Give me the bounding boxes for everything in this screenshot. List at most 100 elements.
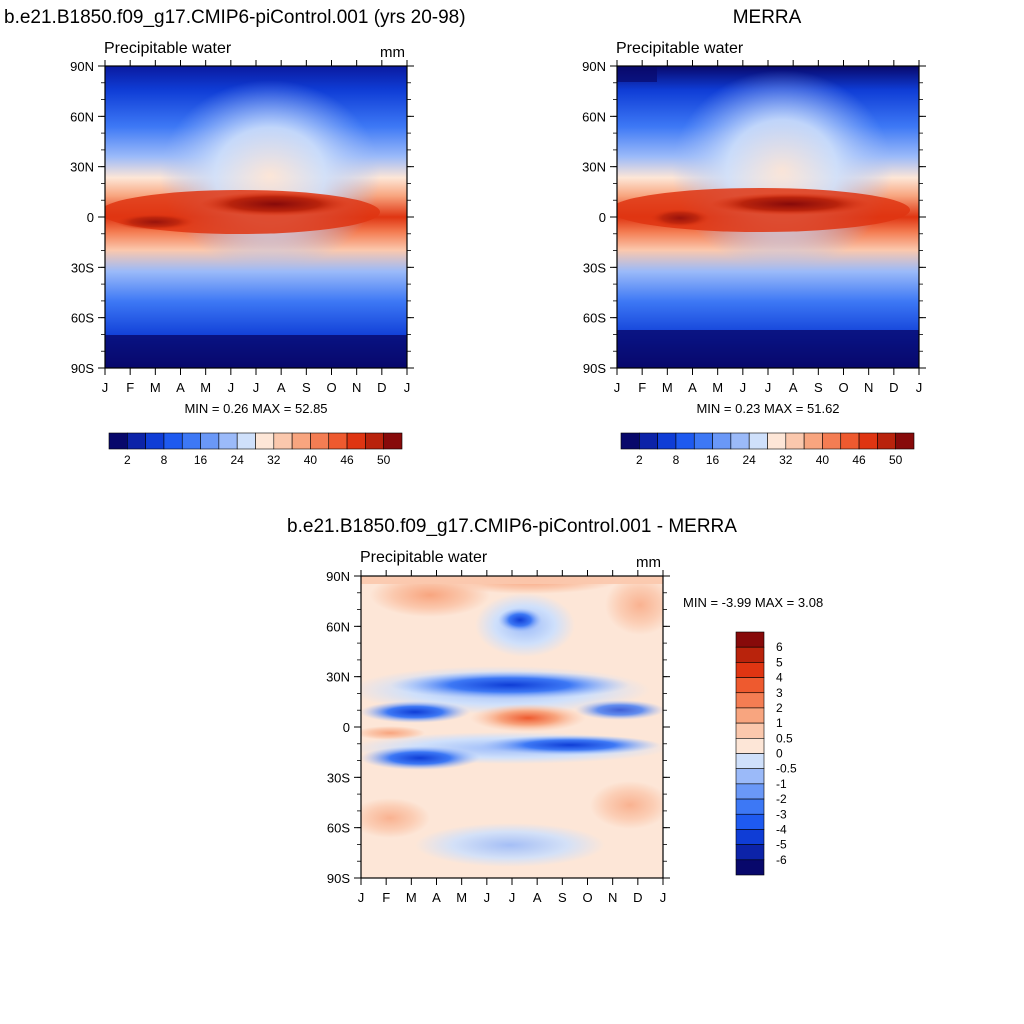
colorbar-swatch xyxy=(822,432,842,450)
colorbar-swatch xyxy=(365,432,384,450)
x-tick-label: M xyxy=(200,380,211,395)
colorbar-label: 0 xyxy=(776,747,783,761)
x-tick-label: A xyxy=(432,890,441,905)
x-tick-label: J xyxy=(660,890,667,905)
colorbar-swatch xyxy=(291,432,311,450)
colorbar-swatch xyxy=(735,677,765,694)
panel-title: b.e21.B1850.f09_g17.CMIP6-piControl.001 … xyxy=(4,7,466,28)
x-tick-label: F xyxy=(638,380,646,395)
colorbar-label: 2 xyxy=(124,453,131,467)
colorbar-label: 3 xyxy=(776,686,783,700)
colorbar-label: 8 xyxy=(673,453,680,467)
colorbar-swatch xyxy=(748,432,768,450)
panel-subtitle: Precipitable water xyxy=(616,40,744,57)
y-tick-label: 90N xyxy=(70,59,94,74)
colorbar-swatch xyxy=(858,432,878,450)
x-tick-label: D xyxy=(889,380,898,395)
colorbar-swatch xyxy=(735,631,765,648)
colorbar-swatch xyxy=(895,432,915,450)
x-tick-label: A xyxy=(533,890,542,905)
panel-subtitle: Precipitable water xyxy=(104,40,232,57)
colorbar-label: 32 xyxy=(779,453,793,467)
colorbar-swatch xyxy=(620,432,640,450)
x-tick-label: N xyxy=(608,890,617,905)
colorbar-swatch xyxy=(735,753,765,769)
y-tick-label: 60S xyxy=(583,311,606,326)
y-tick-label: 30S xyxy=(71,260,94,275)
x-tick-label: D xyxy=(377,380,386,395)
colorbar: 2 8 16 24 32 40 46 50 xyxy=(620,432,915,467)
x-tick-label: N xyxy=(352,380,361,395)
x-tick-label: F xyxy=(126,380,134,395)
x-tick-label: A xyxy=(176,380,185,395)
x-tick-label: D xyxy=(633,890,642,905)
colorbar-label: 50 xyxy=(377,453,391,467)
stats-label: MIN = 0.26 MAX = 52.85 xyxy=(184,401,327,416)
colorbar-label: -0.5 xyxy=(776,762,797,776)
x-tick-label: S xyxy=(302,380,311,395)
colorbar-swatch xyxy=(735,768,765,785)
colorbar-swatch xyxy=(730,432,750,450)
x-tick-label: M xyxy=(150,380,161,395)
y-tick-label: 0 xyxy=(343,720,350,735)
y-tick-label: 60N xyxy=(582,109,606,124)
x-tick-label: O xyxy=(582,890,592,905)
colorbar-label: 40 xyxy=(304,453,318,467)
colorbar-label: 6 xyxy=(776,640,783,654)
y-tick-label: 30N xyxy=(70,160,94,175)
y-tick-label: 30N xyxy=(582,160,606,175)
colorbar-swatch xyxy=(328,432,348,450)
colorbar-label: 2 xyxy=(776,701,783,715)
contour-field xyxy=(617,66,919,368)
y-tick-label: 0 xyxy=(599,210,606,225)
colorbar-swatch xyxy=(735,783,765,800)
x-tick-label: F xyxy=(382,890,390,905)
panel-subtitle: Precipitable water xyxy=(360,549,488,566)
x-tick-label: J xyxy=(102,380,109,395)
colorbar-label: 50 xyxy=(889,453,903,467)
colorbar-swatch xyxy=(383,432,403,450)
colorbar-label: 16 xyxy=(706,453,720,467)
stats-label: MIN = -3.99 MAX = 3.08 xyxy=(683,595,823,610)
colorbar-swatch xyxy=(657,432,677,450)
colorbar-label: 1 xyxy=(776,716,783,730)
colorbar-swatch xyxy=(346,432,366,450)
y-tick-label: 60S xyxy=(327,821,350,836)
colorbar-label: -1 xyxy=(776,777,787,791)
x-tick-label: A xyxy=(688,380,697,395)
colorbar-label: 32 xyxy=(267,453,281,467)
x-tick-label: J xyxy=(614,380,621,395)
x-tick-label: J xyxy=(484,890,491,905)
colorbar-swatch xyxy=(735,844,765,861)
y-tick-label: 90S xyxy=(71,361,94,376)
colorbar-swatch xyxy=(803,432,823,450)
colorbar-label: 24 xyxy=(743,453,757,467)
colorbar: 2 8 16 24 32 40 46 50 xyxy=(108,432,403,467)
x-tick-label: J xyxy=(509,890,516,905)
colorbar-swatch xyxy=(735,859,765,876)
x-tick-label: N xyxy=(864,380,873,395)
colorbar-label: 5 xyxy=(776,655,783,669)
panel-difference: b.e21.B1850.f09_g17.CMIP6-piControl.001 … xyxy=(287,516,823,905)
x-tick-label: M xyxy=(406,890,417,905)
panel-units: mm xyxy=(380,44,405,61)
colorbar-swatch xyxy=(181,432,201,450)
colorbar-swatch xyxy=(639,432,658,450)
colorbar-swatch xyxy=(273,432,293,450)
panel-units: mm xyxy=(636,554,661,571)
colorbar-swatch xyxy=(735,813,765,830)
y-tick-label: 90N xyxy=(326,569,350,584)
colorbar-label: -4 xyxy=(776,822,787,836)
y-tick-label: 60S xyxy=(71,311,94,326)
y-tick-label: 60N xyxy=(326,619,350,634)
y-tick-label: 30N xyxy=(326,670,350,685)
x-tick-label: A xyxy=(789,380,798,395)
x-tick-label: A xyxy=(277,380,286,395)
colorbar-label: 40 xyxy=(816,453,830,467)
colorbar-label: 4 xyxy=(776,671,783,685)
colorbar-swatch xyxy=(877,432,896,450)
